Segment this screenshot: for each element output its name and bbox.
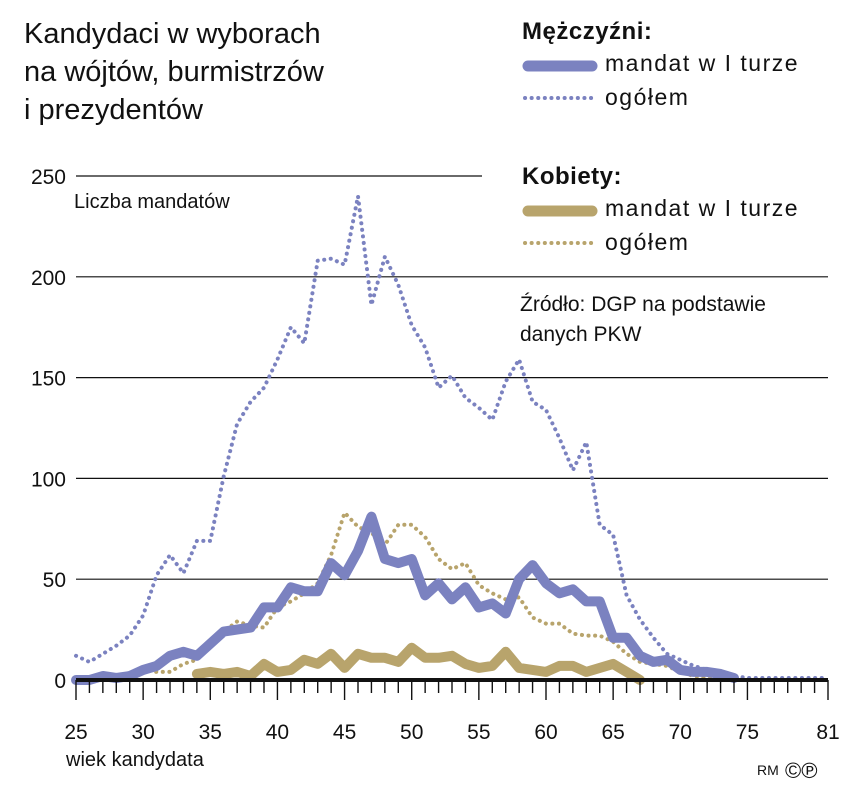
legend-label-men-first-round: mandat w I turze [605, 50, 800, 76]
series-line-women-first-round [191, 642, 645, 685]
credit-text: RM [757, 762, 779, 778]
x-axis: 25 30 35 40 45 50 55 60 65 70 75 81 [64, 678, 840, 744]
legend-label-women-first-round: mandat w I turze [605, 195, 800, 221]
title-line: na wójtów, burmistrzów [24, 56, 324, 88]
title-line: Kandydaci w wyborach [24, 18, 321, 50]
legend-label-women-total: ogółem [605, 229, 690, 255]
x-tick-label: 25 [64, 721, 87, 744]
x-tick-label: 70 [669, 721, 692, 744]
series-line-men-total [74, 194, 830, 680]
y-tick-label: 50 [43, 569, 66, 592]
x-tick-label: 81 [816, 721, 839, 744]
series-line-women-total [141, 510, 723, 682]
y-tick-label: 150 [31, 368, 66, 391]
legend-men-header: Mężczyźni: [522, 18, 653, 45]
x-tick-label: 30 [131, 721, 154, 744]
legend-women-header: Kobiety: [522, 163, 622, 190]
legend-swatch-men-first-round [522, 60, 598, 72]
source-note: Źródło: DGP na podstawie danych PKW [520, 290, 766, 350]
copyright-icon: ©℗ [785, 758, 818, 783]
series-line-men-first-round [71, 511, 739, 685]
legend-swatch-women-first-round [522, 205, 598, 217]
legend-swatch-women-total [523, 241, 596, 245]
x-tick-label: 65 [601, 721, 624, 744]
source-line: Źródło: DGP na podstawie [520, 293, 766, 316]
series-layer [71, 194, 830, 685]
legend-swatch-men-total [523, 96, 596, 100]
x-tick-label: 75 [736, 721, 759, 744]
source-line: danych PKW [520, 323, 642, 346]
y-tick-label: 250 [31, 166, 66, 189]
y-axis-label: Liczba mandatów [74, 191, 230, 213]
x-tick-label: 45 [333, 721, 356, 744]
y-axis: 0 50 100 150 200 250 [31, 166, 66, 693]
x-tick-label: 50 [400, 721, 423, 744]
y-tick-label: 0 [54, 670, 66, 693]
x-tick-label: 40 [266, 721, 289, 744]
y-tick-label: 100 [31, 468, 66, 491]
y-tick-label: 200 [31, 267, 66, 290]
x-tick-label: 60 [534, 721, 557, 744]
x-tick-label: 35 [199, 721, 222, 744]
x-tick-label: 55 [467, 721, 490, 744]
legend-label-men-total: ogółem [605, 84, 690, 110]
title-line: i prezydentów [24, 94, 203, 126]
x-axis-label: wiek kandydata [66, 749, 204, 771]
